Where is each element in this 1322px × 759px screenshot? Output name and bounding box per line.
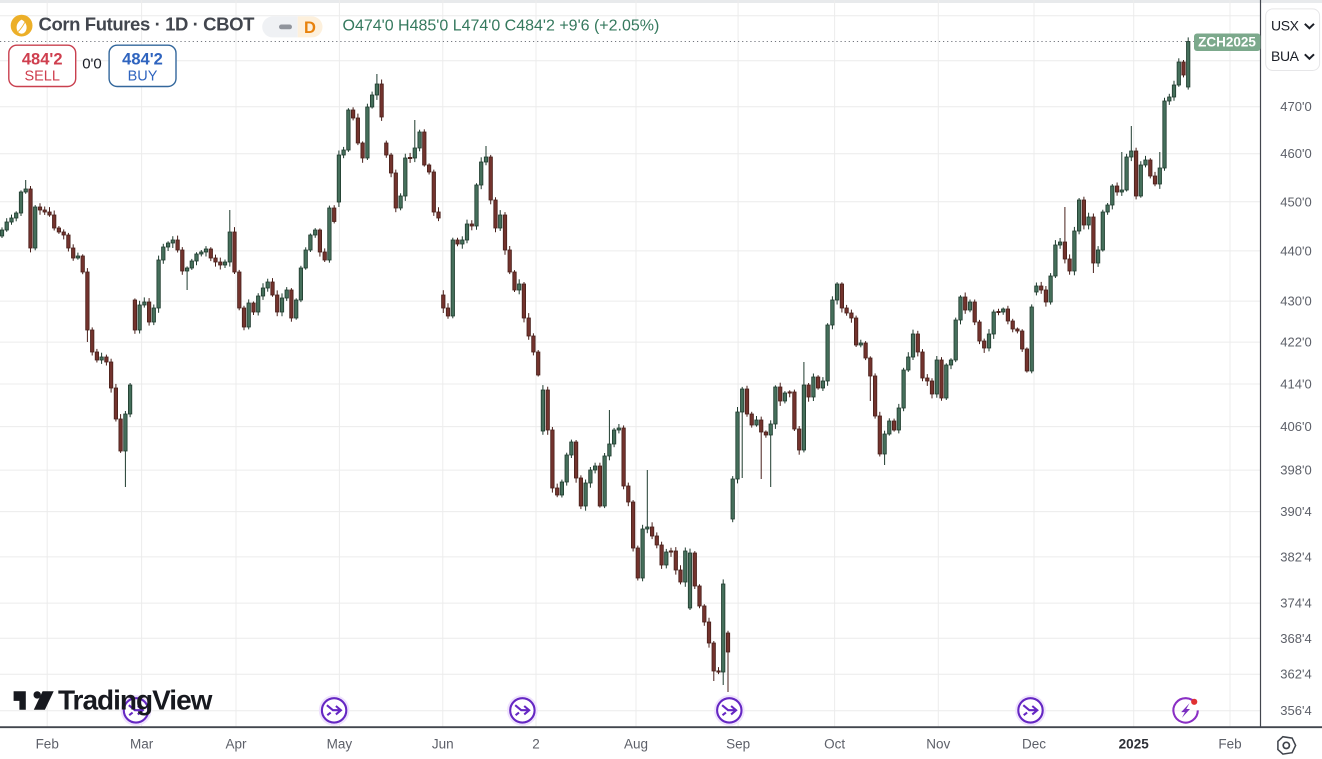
svg-text:SELL: SELL (24, 69, 59, 85)
svg-text:Corn Futures · 1D · CBOT: Corn Futures · 1D · CBOT (39, 14, 256, 35)
svg-text:BUA: BUA (1271, 48, 1300, 64)
svg-text:Feb: Feb (36, 737, 59, 752)
svg-text:382'4: 382'4 (1280, 549, 1311, 564)
svg-text:450'0: 450'0 (1280, 194, 1311, 209)
svg-text:470'0: 470'0 (1280, 99, 1311, 114)
svg-text:Dec: Dec (1022, 737, 1046, 752)
svg-text:BUY: BUY (128, 69, 158, 85)
svg-text:414'0: 414'0 (1280, 377, 1311, 392)
svg-text:Oct: Oct (824, 737, 845, 752)
svg-text:374'4: 374'4 (1280, 596, 1311, 611)
svg-text:356'4: 356'4 (1280, 703, 1311, 718)
svg-text:USX: USX (1271, 18, 1300, 34)
svg-text:460'0: 460'0 (1280, 146, 1311, 161)
svg-text:440'0: 440'0 (1280, 243, 1311, 258)
svg-text:430'0: 430'0 (1280, 294, 1311, 309)
svg-text:368'4: 368'4 (1280, 631, 1311, 646)
svg-text:O474'0 H485'0 L474'0 C484'2 +9: O474'0 H485'0 L474'0 C484'2 +9'6 (+2.05%… (343, 18, 660, 35)
svg-text:Nov: Nov (926, 737, 950, 752)
svg-text:Mar: Mar (130, 737, 154, 752)
svg-text:390'4: 390'4 (1280, 504, 1311, 519)
svg-text:2025: 2025 (1119, 737, 1150, 752)
svg-text:422'0: 422'0 (1280, 335, 1311, 350)
svg-text:398'0: 398'0 (1280, 463, 1311, 478)
svg-text:May: May (327, 737, 353, 752)
svg-text:484'2: 484'2 (122, 51, 163, 69)
svg-text:Aug: Aug (624, 737, 648, 752)
svg-text:Jun: Jun (432, 737, 454, 752)
svg-text:Apr: Apr (225, 737, 247, 752)
svg-text:2: 2 (532, 737, 540, 752)
svg-text:ZCH2025: ZCH2025 (1198, 35, 1256, 50)
svg-text:0'0: 0'0 (82, 56, 102, 73)
svg-text:D: D (304, 19, 316, 37)
svg-text:484'2: 484'2 (22, 51, 63, 69)
svg-text:Sep: Sep (726, 737, 750, 752)
svg-text:362'4: 362'4 (1280, 667, 1311, 682)
svg-text:406'0: 406'0 (1280, 419, 1311, 434)
svg-text:TradingView: TradingView (58, 685, 213, 716)
svg-text:Feb: Feb (1218, 737, 1241, 752)
